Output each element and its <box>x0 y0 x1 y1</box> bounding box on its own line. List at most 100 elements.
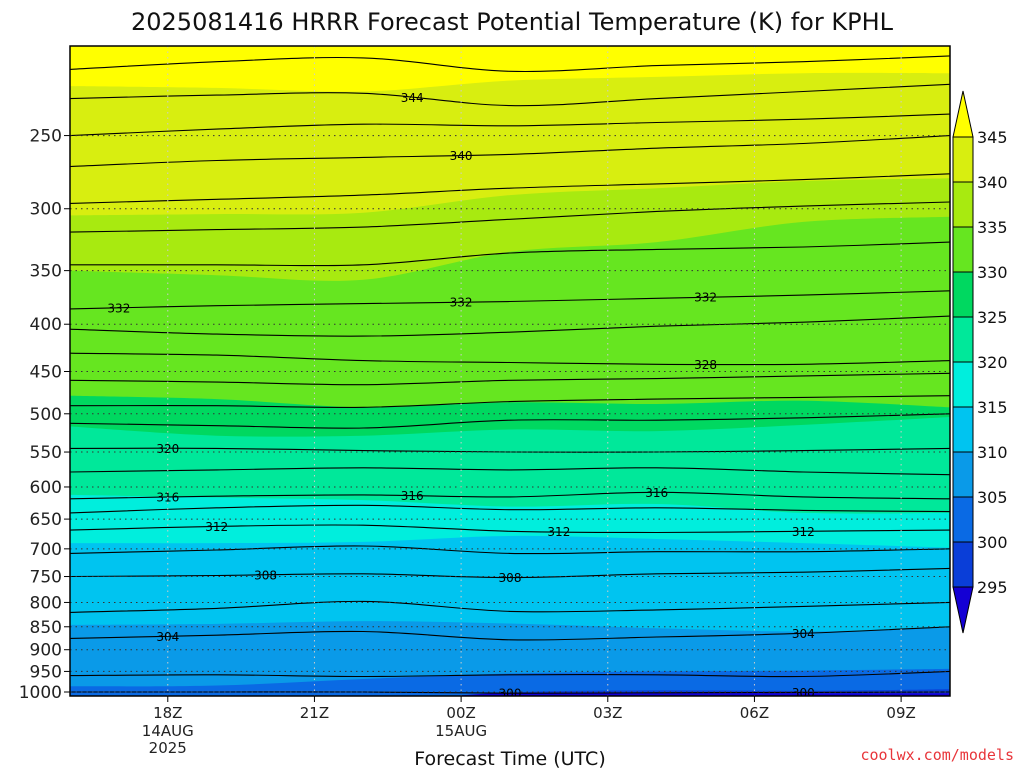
x-tick-00Z: 00Z <box>446 704 475 722</box>
colorbar-arrow-high <box>952 90 974 138</box>
isentrope-332 <box>70 290 950 310</box>
isentrope-334 <box>70 241 950 267</box>
colorbar-tick-340: 340 <box>977 173 1008 192</box>
fill-band-345 <box>70 46 950 92</box>
x-tick-sub: 14AUG <box>142 722 194 740</box>
x-axis-label: Forecast Time (UTC) <box>414 748 605 768</box>
isentrope-336 <box>70 201 950 233</box>
colorbar-tick-330: 330 <box>977 263 1008 282</box>
colorbar-box-300 <box>952 496 974 543</box>
isentrope-label-312: 312 <box>792 525 815 539</box>
isentrope-314 <box>70 504 950 514</box>
isentrope-label-328: 328 <box>694 358 717 372</box>
y-tick-900: 900 <box>30 641 62 661</box>
colorbar-tick-335: 335 <box>977 218 1008 237</box>
isentrope-328 <box>70 352 950 366</box>
colorbar-tick-305: 305 <box>977 488 1008 507</box>
x-tick-06Z: 06Z <box>740 704 769 722</box>
x-tick-03Z: 03Z <box>593 704 622 722</box>
y-tick-750: 750 <box>30 568 62 588</box>
colorbar-box-320 <box>952 316 974 363</box>
grid-layer <box>70 46 950 696</box>
y-tick-1000: 1000 <box>19 683 62 703</box>
isentrope-318 <box>70 467 950 476</box>
x-tick-sub: 15AUG <box>435 722 487 740</box>
isentrope-label-308: 308 <box>254 568 277 582</box>
y-tick-400: 400 <box>30 315 62 335</box>
isentrope-label-340: 340 <box>450 149 473 163</box>
isentrope-344 <box>70 83 950 107</box>
isentrope-324 <box>70 395 950 408</box>
isentrope-label-332: 332 <box>107 301 130 315</box>
y-tick-950: 950 <box>30 662 62 682</box>
isentrope-340 <box>70 135 950 168</box>
isentrope-label-312: 312 <box>205 520 228 534</box>
isentrope-306 <box>70 600 950 613</box>
y-tick-850: 850 <box>30 618 62 638</box>
isentrope-346 <box>70 55 950 73</box>
colorbar-tick-315: 315 <box>977 398 1008 417</box>
isentrope-label-312: 312 <box>547 525 570 539</box>
colorbar-box-305 <box>952 451 974 498</box>
isentrope-302 <box>70 670 950 678</box>
colorbar-box-330 <box>952 226 974 273</box>
colorbar-tick-310: 310 <box>977 443 1008 462</box>
isentrope-326 <box>70 372 950 386</box>
isentrope-label-300: 300 <box>792 686 815 700</box>
colorbar-tick-320: 320 <box>977 353 1008 372</box>
colorbar-box-335 <box>952 181 974 228</box>
y-tick-700: 700 <box>30 540 62 560</box>
colorbar-box-315 <box>952 361 974 408</box>
isentrope-322 <box>70 413 950 429</box>
colorbar-box-325 <box>952 271 974 318</box>
isentrope-310 <box>70 545 950 555</box>
isentrope-label-332: 332 <box>450 296 473 310</box>
colorbar-box-295 <box>952 541 974 588</box>
y-tick-550: 550 <box>30 443 62 463</box>
isentrope-label-300: 300 <box>499 687 522 701</box>
y-tick-250: 250 <box>30 127 62 147</box>
y-tick-650: 650 <box>30 510 62 530</box>
isentrope-label-304: 304 <box>792 627 815 641</box>
color-fill-layer <box>70 46 950 696</box>
isentrope-label-304: 304 <box>156 630 179 644</box>
isentrope-label-344: 344 <box>401 91 424 105</box>
y-tick-350: 350 <box>30 262 62 282</box>
x-tick-09Z: 09Z <box>886 704 915 722</box>
isentrope-330 <box>70 315 950 337</box>
colorbar-box-310 <box>952 406 974 453</box>
y-axis: 250 300 350 400 450 500 550 600 650 700 750 800 850 9… <box>19 127 70 703</box>
x-tick-sub: 2025 <box>149 739 187 757</box>
isentrope-304 <box>70 626 950 641</box>
isentrope-308 <box>70 567 950 579</box>
colorbar-arrow-low <box>952 586 974 634</box>
y-tick-300: 300 <box>30 200 62 220</box>
x-tick-21Z: 21Z <box>300 704 329 722</box>
isentrope-label-316: 316 <box>401 489 424 503</box>
colorbar-tick-300: 300 <box>977 533 1008 552</box>
y-tick-500: 500 <box>30 405 62 425</box>
isentrope-300 <box>70 691 950 694</box>
isentrope-338 <box>70 173 950 204</box>
isentrope-label-332: 332 <box>694 291 717 305</box>
colorbar-tick-345: 345 <box>977 128 1008 147</box>
credit-text: coolwx.com/models <box>860 746 1014 764</box>
colorbar: 295 300 305 310 315 320 325 330 335 340 345 <box>952 90 1008 634</box>
y-tick-450: 450 <box>30 362 62 382</box>
colorbar-box-340 <box>952 136 974 183</box>
y-tick-600: 600 <box>30 478 62 498</box>
x-tick-18Z: 18Z <box>153 704 182 722</box>
isentrope-312 <box>70 524 950 534</box>
colorbar-tick-325: 325 <box>977 308 1008 327</box>
isentrope-label-308: 308 <box>499 571 522 585</box>
colorbar-tick-295: 295 <box>977 578 1008 597</box>
isentrope-label-316: 316 <box>645 486 668 500</box>
isentrope-342 <box>70 113 950 137</box>
y-tick-800: 800 <box>30 593 62 613</box>
chart-title: 2025081416 HRRR Forecast Potential Tempe… <box>131 8 894 36</box>
isentrope-316 <box>70 491 950 500</box>
